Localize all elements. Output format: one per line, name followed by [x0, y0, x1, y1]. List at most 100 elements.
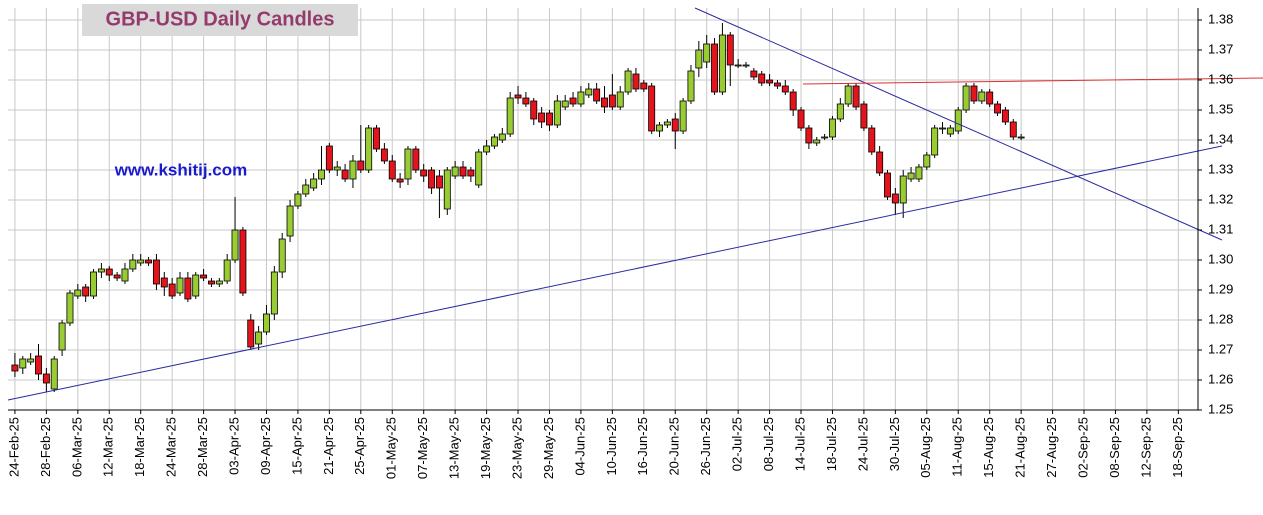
- y-tick-label: 1.37: [1208, 41, 1233, 56]
- x-tick-label: 15-Aug-25: [981, 417, 996, 478]
- candle-body: [231, 229, 239, 261]
- candle-body: [915, 166, 923, 180]
- candle-body: [286, 205, 294, 237]
- candle-body: [695, 49, 703, 69]
- candle-body: [459, 166, 467, 177]
- horizontal-resistance: [802, 77, 1263, 85]
- candle-body: [239, 229, 247, 294]
- x-tick-label: 05-Aug-25: [918, 417, 933, 478]
- x-tick-label: 16-Jun-25: [635, 417, 650, 476]
- candle-body: [412, 148, 420, 171]
- x-tick-label: 13-May-25: [447, 417, 462, 479]
- candle-body: [742, 64, 750, 67]
- chart-title: GBP-USD Daily Candles: [106, 8, 335, 30]
- candle-body: [66, 292, 74, 324]
- candle-body: [994, 103, 1002, 114]
- candle-body: [404, 148, 412, 180]
- candle-body: [333, 166, 341, 171]
- x-tick-label: 30-Jul-25: [887, 417, 902, 471]
- candle-body: [357, 160, 365, 171]
- candle-body: [687, 70, 695, 102]
- candle-body: [168, 283, 176, 297]
- x-tick-label: 12-Sep-25: [1138, 417, 1153, 478]
- candle-body: [467, 169, 475, 177]
- candle-body: [773, 82, 781, 87]
- candle-body: [797, 109, 805, 129]
- candle-body: [294, 193, 302, 207]
- candle-body: [766, 79, 774, 84]
- candle-body: [90, 271, 98, 297]
- candle-body: [396, 178, 404, 183]
- title-box: [82, 4, 358, 36]
- x-tick-label: 10-Jun-25: [604, 417, 619, 476]
- candle-body: [954, 109, 962, 132]
- candle-body: [74, 289, 82, 297]
- candle-body: [891, 193, 899, 204]
- candle-body: [50, 358, 58, 390]
- candle-body: [278, 238, 286, 273]
- candle-body: [648, 85, 656, 132]
- candle-body: [640, 82, 648, 90]
- x-tick-label: 20-Jun-25: [667, 417, 682, 476]
- candle-body: [145, 259, 153, 264]
- candle-body: [137, 259, 145, 264]
- candle-body: [443, 169, 451, 210]
- candle-body: [42, 373, 50, 384]
- x-tick-label: 27-Aug-25: [1044, 417, 1059, 478]
- candle-body: [105, 268, 113, 276]
- x-tick-label: 26-Jun-25: [698, 417, 713, 476]
- candle-body: [868, 127, 876, 153]
- axes: 1.25 1.26 1.27 1.28 1.29 1.30 1.31 1.32 1.33 1.34…: [6, 8, 1233, 479]
- candle-body: [483, 145, 491, 153]
- candle-body: [656, 124, 663, 132]
- x-tick-label: 09-Apr-25: [258, 417, 273, 475]
- x-tick-label: 21-Aug-25: [1013, 417, 1028, 478]
- candle-body: [577, 91, 585, 105]
- candle-body: [19, 358, 27, 369]
- candle-body: [829, 118, 836, 138]
- candle-body: [176, 277, 184, 294]
- candle-body: [318, 169, 325, 180]
- x-tick-label: 02-Jul-25: [730, 417, 745, 471]
- x-tick-label: 15-Apr-25: [289, 417, 304, 475]
- candle-body: [884, 172, 891, 198]
- candle-body: [530, 100, 538, 120]
- y-tick-label: 1.30: [1208, 251, 1233, 266]
- y-tick-label: 1.31: [1208, 221, 1233, 236]
- candle-body: [821, 136, 829, 139]
- candle-body: [490, 136, 498, 147]
- candle-body: [553, 100, 561, 126]
- x-tick-label: 25-Apr-25: [352, 417, 367, 475]
- candle-body: [349, 160, 357, 180]
- candle-body: [734, 64, 742, 67]
- candle-body: [569, 97, 577, 105]
- x-tick-label: 14-Jul-25: [792, 417, 807, 471]
- x-tick-label: 11-Aug-25: [950, 417, 965, 477]
- candle-body: [310, 178, 318, 189]
- y-tick-label: 1.27: [1208, 341, 1233, 356]
- x-tick-label: 21-Apr-25: [321, 417, 336, 475]
- candle-body: [805, 127, 813, 144]
- y-tick-label: 1.29: [1208, 281, 1233, 296]
- candle-body: [365, 127, 373, 171]
- candle-body: [852, 85, 860, 108]
- x-tick-label: 08-Sep-25: [1107, 417, 1122, 478]
- candle-body: [608, 94, 616, 108]
- candle-body: [428, 169, 436, 189]
- candle-body: [11, 364, 19, 372]
- candle-body: [82, 286, 90, 297]
- candle-body: [325, 145, 333, 171]
- candle-body: [1001, 109, 1009, 123]
- candle-body: [593, 88, 601, 102]
- candle-body: [341, 169, 349, 180]
- candle-body: [663, 121, 671, 126]
- x-tick-label: 04-Jun-25: [572, 417, 587, 476]
- candle-body: [844, 85, 852, 105]
- candle-body: [255, 331, 263, 345]
- x-tick-label: 08-Jul-25: [761, 417, 776, 471]
- candle-body: [121, 268, 129, 282]
- x-tick-label: 24-Feb-25: [6, 417, 21, 477]
- x-tick-label: 28-Mar-25: [195, 417, 210, 477]
- candle-body: [97, 268, 105, 273]
- x-tick-label: 18-Mar-25: [132, 417, 147, 477]
